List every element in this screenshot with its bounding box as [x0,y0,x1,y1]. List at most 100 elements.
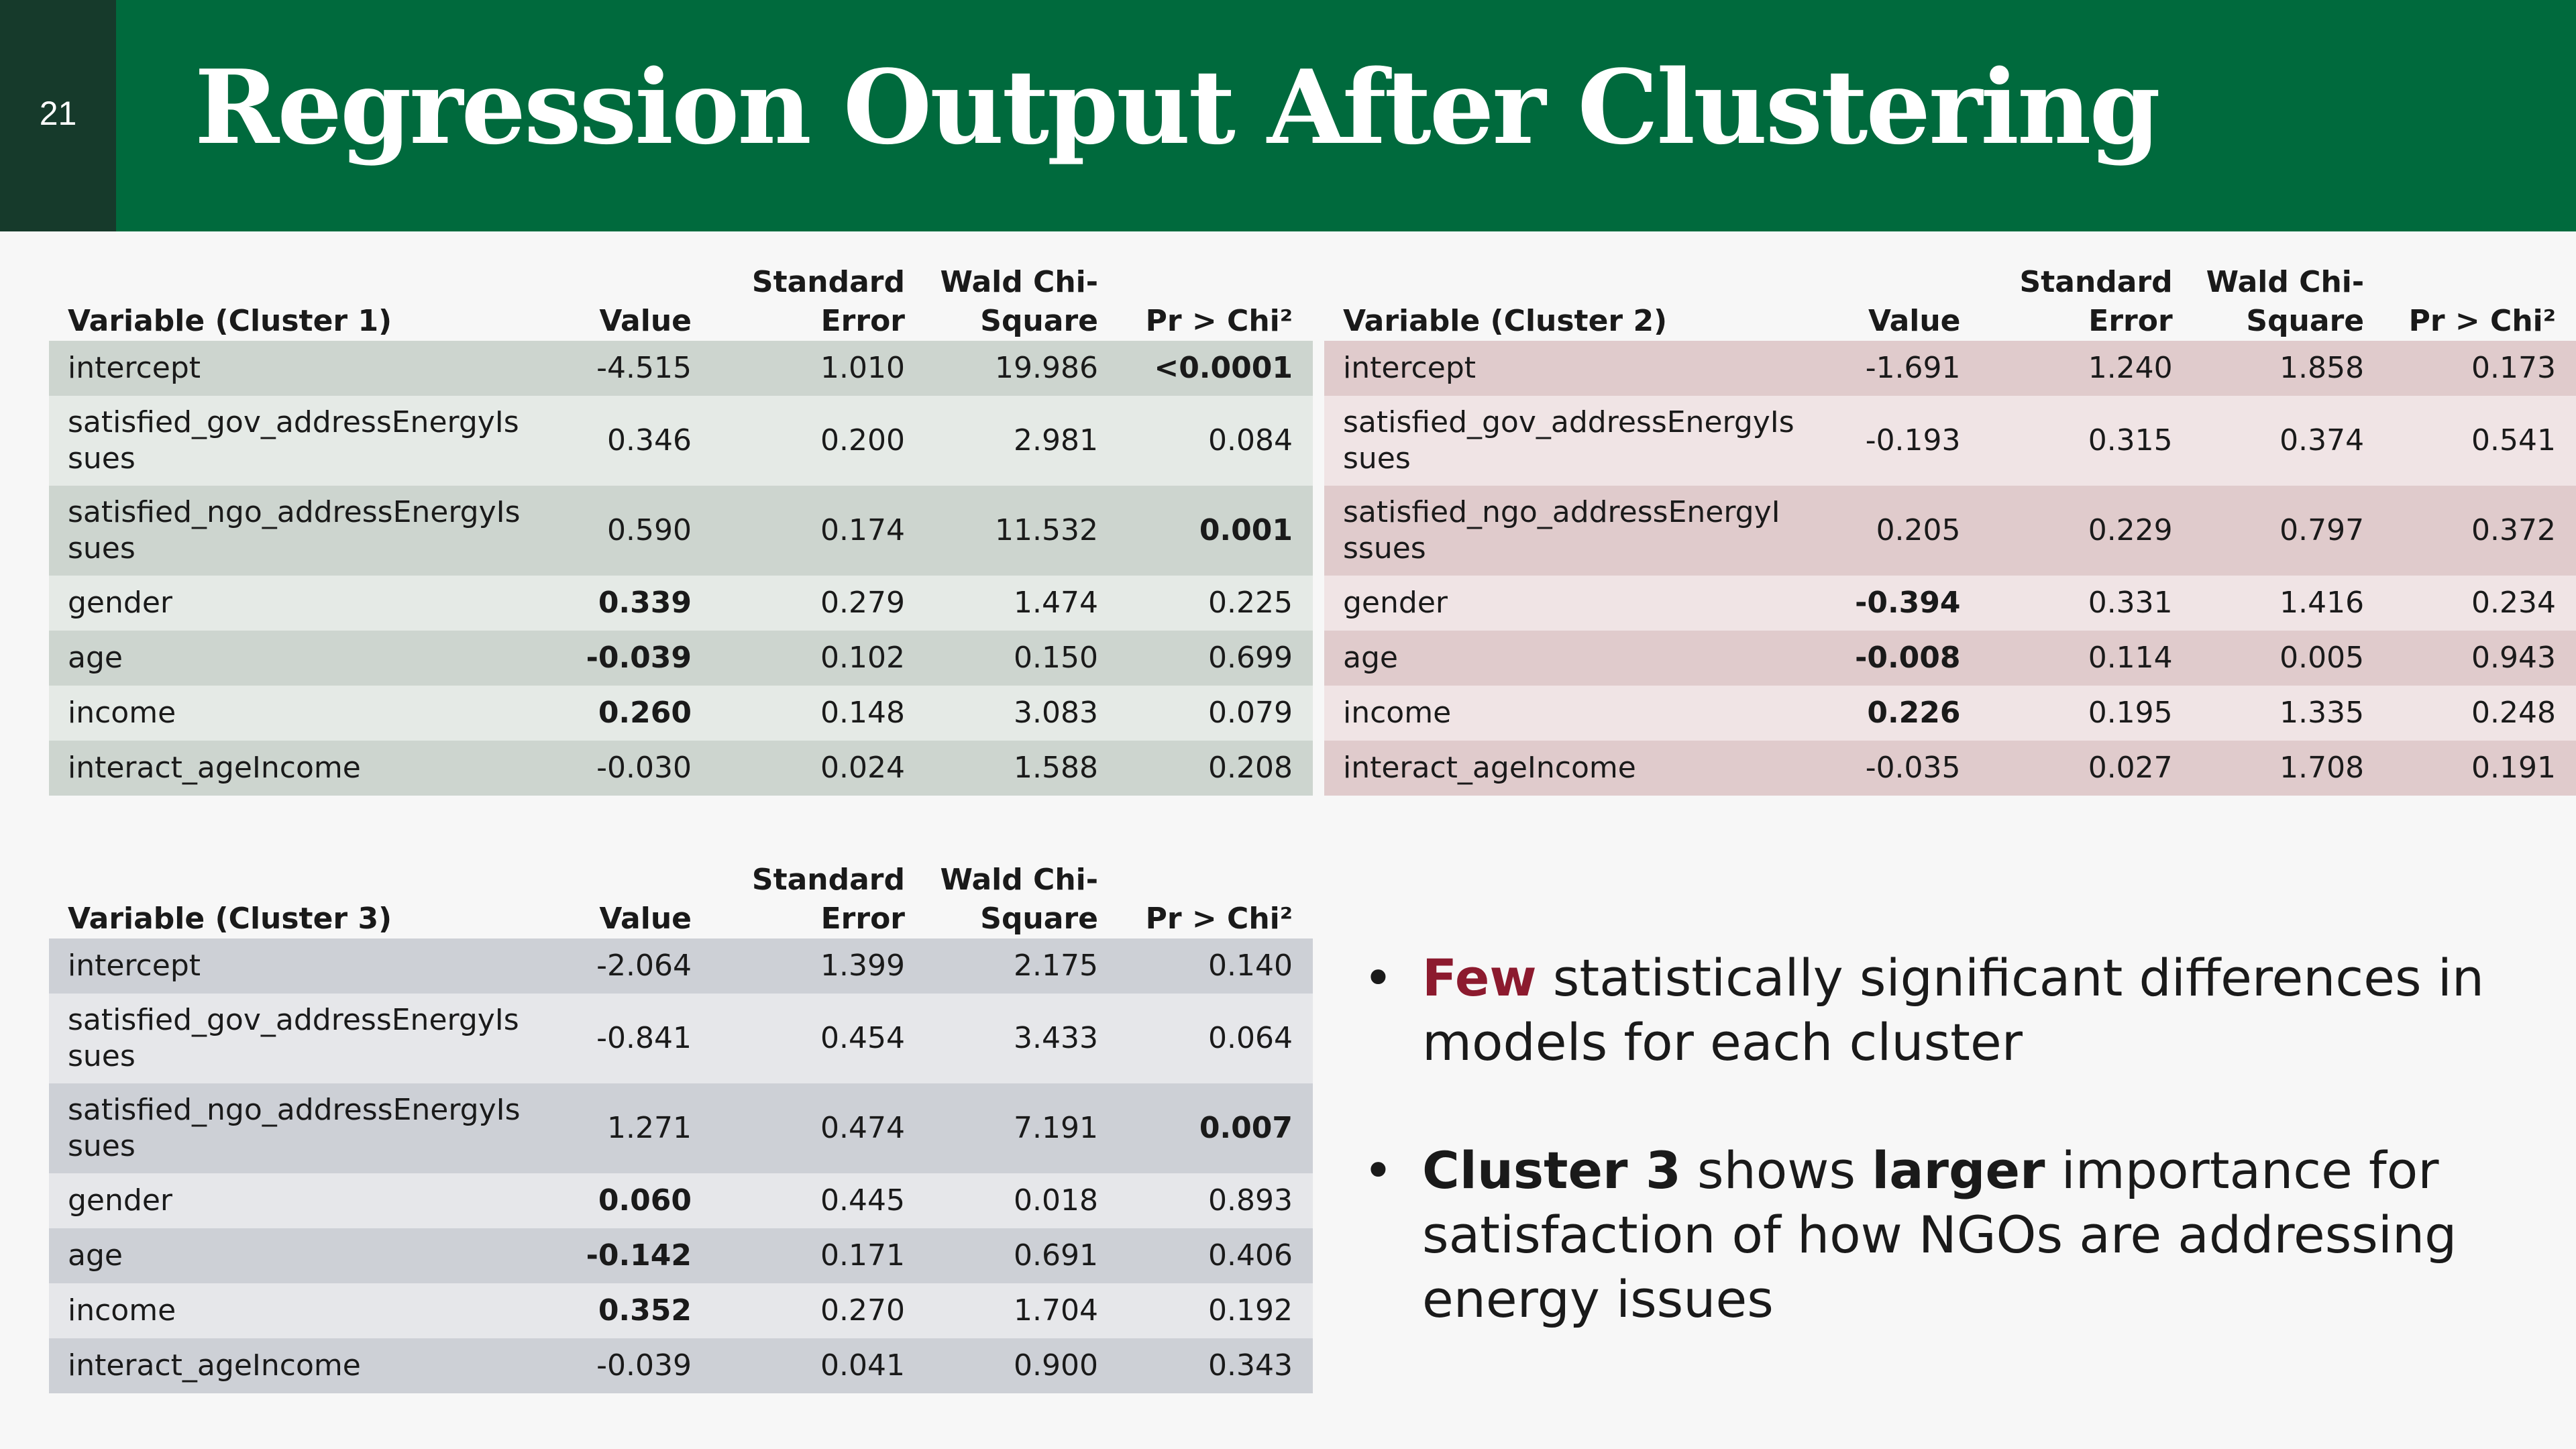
header-standard-error: Standard Error [2019,265,2173,338]
slide-number: 21 [39,95,77,132]
header-standard-error: Standard Error [751,863,905,936]
se-cell: 0.279 [820,586,905,620]
table-row: income 0.226 0.195 1.335 0.248 [1324,686,2576,741]
variable-cell: gender [68,1183,172,1218]
value-cell: 0.205 [1876,513,1961,547]
value-cell: -0.142 [586,1238,692,1273]
value-cell: -1.691 [1865,351,1961,385]
variable-cell: age [68,1238,123,1273]
p-value-cell: 0.943 [2471,641,2556,675]
table-row: satisfied_gov_addressEnergyIssues 0.346 … [49,396,1313,486]
wald-cell: 3.083 [1014,696,1098,730]
variable-cell: intercept [68,949,201,983]
bullet-strong-text: larger [1872,1140,2045,1200]
regression-table-cluster-3: Variable (Cluster 3) Value Standard Erro… [49,861,1313,1393]
se-cell: 0.229 [2088,513,2173,547]
se-cell: 0.454 [820,1021,905,1055]
wald-cell: 1.858 [2279,351,2365,385]
p-value-cell: 0.084 [1208,423,1293,458]
header-variable: Variable (Cluster 3) [68,902,392,936]
value-cell: 0.226 [1867,696,1961,730]
p-value-cell: 0.192 [1208,1293,1293,1328]
table-row: income 0.352 0.270 1.704 0.192 [49,1283,1313,1338]
header-wald-chi-square: Wald Chi-Square [940,265,1098,338]
p-value-cell: 0.893 [1208,1183,1293,1218]
wald-cell: 1.416 [2279,586,2365,620]
variable-cell: satisfied_ngo_addressEnergyIssues [1343,495,1780,566]
se-cell: 0.200 [820,423,905,458]
table-row: satisfied_ngo_addressEnergyIssues 0.205 … [1324,486,2576,576]
wald-cell: 1.474 [1014,586,1098,620]
variable-cell: interact_ageIncome [68,1348,361,1383]
slide-number-box: 21 [0,0,116,231]
value-cell: 0.260 [598,696,692,730]
wald-cell: 0.018 [1014,1183,1098,1218]
variable-cell: gender [1343,586,1448,620]
se-cell: 0.445 [820,1183,905,1218]
variable-cell: age [68,641,123,675]
p-value-cell: 0.007 [1199,1111,1293,1145]
se-cell: 0.270 [820,1293,905,1328]
value-cell: 0.352 [598,1293,692,1328]
p-value-cell: 0.541 [2471,423,2556,458]
p-value-cell: 0.225 [1208,586,1293,620]
table-row: intercept -4.515 1.010 19.986 <0.0001 [49,341,1313,396]
p-value-cell: 0.234 [2471,586,2556,620]
value-cell: -2.064 [596,949,692,983]
value-cell: -0.039 [596,1348,692,1383]
variable-cell: interact_ageIncome [1343,751,1636,785]
se-cell: 0.474 [820,1111,905,1145]
variable-cell: satisfied_gov_addressEnergyIssues [68,1003,519,1073]
table-row: interact_ageIncome -0.039 0.041 0.900 0.… [49,1338,1313,1393]
value-cell: 1.271 [607,1111,692,1145]
value-cell: -0.841 [596,1021,692,1055]
p-value-cell: <0.0001 [1154,351,1293,385]
table-row: satisfied_ngo_addressEnergyIssues 0.590 … [49,486,1313,576]
se-cell: 0.171 [820,1238,905,1273]
p-value-cell: 0.140 [1208,949,1293,983]
se-cell: 0.027 [2088,751,2173,785]
wald-cell: 19.986 [995,351,1098,385]
value-cell: -0.030 [596,751,692,785]
regression-table-cluster-2: Variable (Cluster 2) Value Standard Erro… [1324,263,2576,796]
p-value-cell: 0.208 [1208,751,1293,785]
header-p-value: Pr > Chi² [1145,902,1293,936]
p-value-cell: 0.699 [1208,641,1293,675]
se-cell: 0.195 [2088,696,2173,730]
se-cell: 0.024 [820,751,905,785]
value-cell: -4.515 [596,351,692,385]
slide-title: Regression Output After Clustering [195,47,2161,167]
bullet-item: • Cluster 3 shows larger importance for s… [1355,1138,2496,1332]
wald-cell: 1.704 [1014,1293,1098,1328]
bullet-accent-text: Few [1422,948,1537,1008]
p-value-cell: 0.064 [1208,1021,1293,1055]
wald-cell: 0.374 [2279,423,2365,458]
header-p-value: Pr > Chi² [1145,304,1293,338]
table-row: intercept -1.691 1.240 1.858 0.173 [1324,341,2576,396]
table-row: income 0.260 0.148 3.083 0.079 [49,686,1313,741]
table-row: satisfied_gov_addressEnergyIssues -0.193… [1324,396,2576,486]
value-cell: -0.008 [1855,641,1961,675]
p-value-cell: 0.406 [1208,1238,1293,1273]
value-cell: -0.394 [1855,586,1961,620]
bullet-dot-icon: • [1363,1140,1393,1200]
variable-cell: intercept [1343,351,1476,385]
findings-list: • Few statistically significant differenc… [1355,946,2496,1395]
wald-cell: 0.900 [1014,1348,1098,1383]
value-cell: 0.346 [607,423,692,458]
value-cell: 0.590 [607,513,692,547]
wald-cell: 7.191 [1014,1111,1098,1145]
se-cell: 1.240 [2088,351,2173,385]
variable-cell: satisfied_ngo_addressEnergyIssues [68,1093,521,1163]
se-cell: 0.114 [2088,641,2173,675]
value-cell: -0.039 [586,641,692,675]
table-row: interact_ageIncome -0.030 0.024 1.588 0.… [49,741,1313,796]
wald-cell: 0.150 [1014,641,1098,675]
variable-cell: interact_ageIncome [68,751,361,785]
p-value-cell: 0.001 [1199,513,1293,547]
variable-cell: income [68,1293,176,1328]
table-row: gender 0.339 0.279 1.474 0.225 [49,576,1313,631]
variable-cell: gender [68,586,172,620]
bullet-text: importance for satisfaction of how NGOs … [1422,1140,2457,1329]
variable-cell: satisfied_gov_addressEnergyIssues [68,405,519,476]
